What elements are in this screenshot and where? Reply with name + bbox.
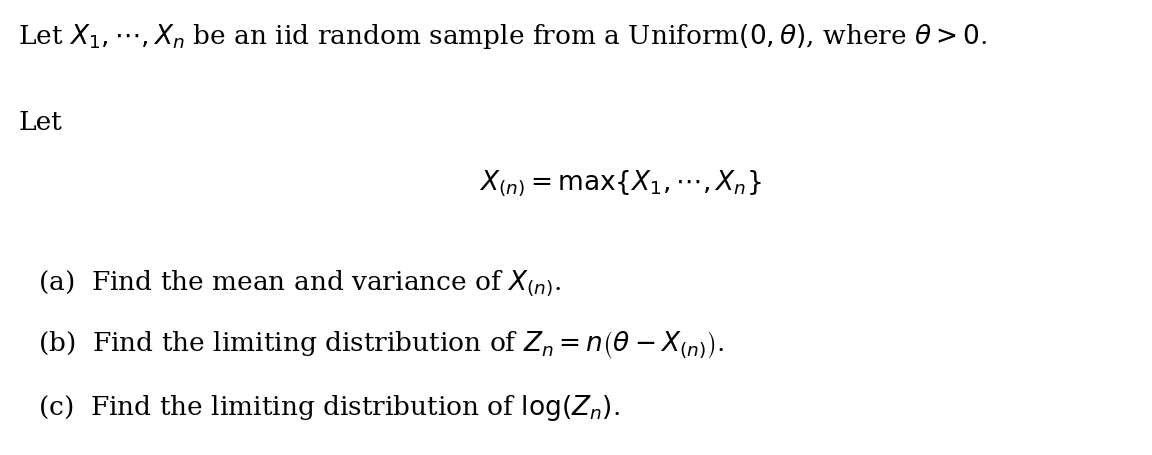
Text: Let: Let (18, 110, 62, 135)
Text: (a)  Find the mean and variance of $X_{(n)}$.: (a) Find the mean and variance of $X_{(n… (38, 268, 561, 297)
Text: Let $X_1, \cdots, X_n$ be an iid random sample from a Uniform$(0, \theta)$, wher: Let $X_1, \cdots, X_n$ be an iid random … (18, 22, 987, 51)
Text: (b)  Find the limiting distribution of $Z_n = n\left(\theta - X_{(n)}\right)$.: (b) Find the limiting distribution of $Z… (38, 329, 725, 360)
Text: $X_{(n)} = \max\{X_1, \cdots, X_n\}$: $X_{(n)} = \max\{X_1, \cdots, X_n\}$ (478, 167, 761, 197)
Text: (c)  Find the limiting distribution of $\log(Z_n)$.: (c) Find the limiting distribution of $\… (38, 392, 620, 422)
